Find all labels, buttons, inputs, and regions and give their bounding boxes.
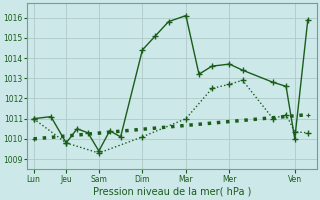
X-axis label: Pression niveau de la mer( hPa ): Pression niveau de la mer( hPa ) bbox=[92, 187, 251, 197]
